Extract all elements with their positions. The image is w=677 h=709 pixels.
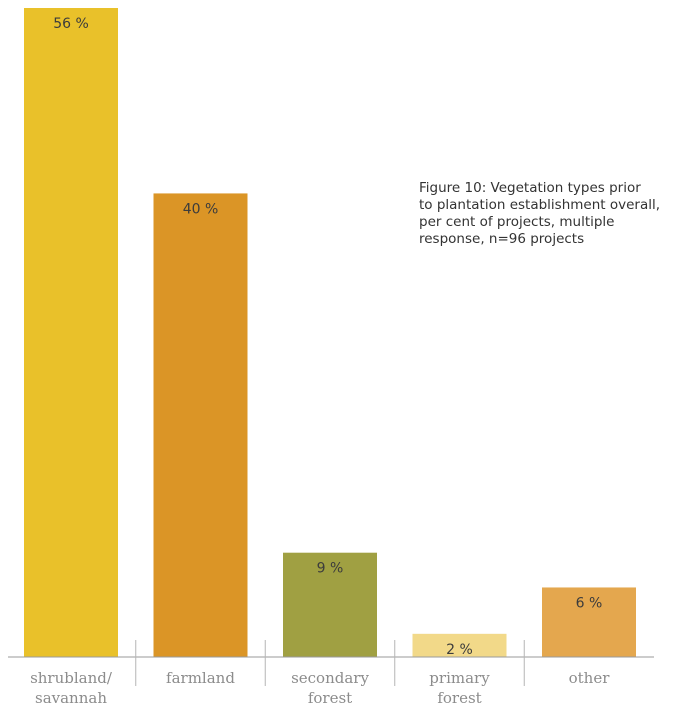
caption-line: to plantation establishment overall, [419,197,661,213]
bar [24,8,118,657]
category-label: farmland [166,669,235,687]
bar-value-label: 2 % [446,642,473,658]
figure-caption: Figure 10: Vegetation types prior to pla… [419,180,674,248]
bar [153,193,248,657]
bar [283,552,377,657]
caption-line: Figure 10: Vegetation types prior [419,180,641,196]
category-label: other [569,669,611,687]
bar-value-label: 6 % [576,595,603,611]
caption-line: per cent of projects, multiple [419,214,615,230]
x-axis: shrubland/savannah farmland secondary fores… [8,640,654,707]
category-label: shrubland/savannah [30,669,113,707]
category-label: secondary forest [291,669,369,707]
bar-value-label: 9 % [317,561,344,577]
bars-group: 56 % 40 % 9 % 2 % 6 % [24,8,636,658]
bar-value-label: 40 % [183,201,219,217]
bar [412,633,507,657]
bar [542,587,636,657]
caption-line: response, n=96 projects [419,231,585,247]
category-label: primary forest [429,669,490,707]
bar-value-label: 56 % [53,16,89,32]
